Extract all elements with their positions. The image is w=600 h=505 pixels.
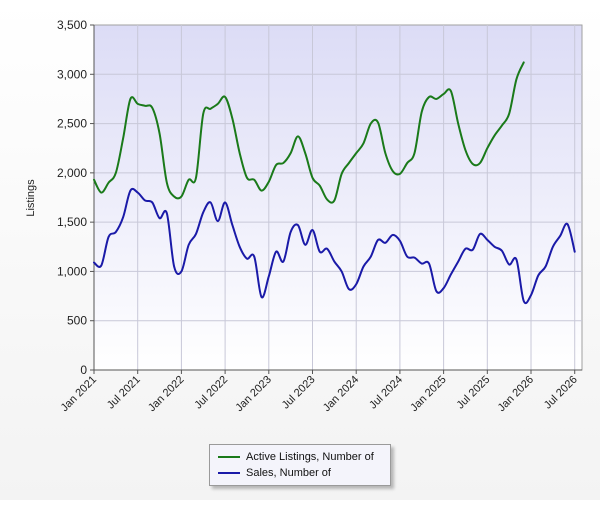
legend-item-sales: Sales, Number of [218,465,331,481]
x-tick-label: Jul 2021 [105,374,143,412]
x-tick-label: Jul 2023 [280,374,318,412]
x-tick-label: Jan 2022 [146,374,186,414]
legend-item-active-listings: Active Listings, Number of [218,449,374,465]
y-tick-label: 1,500 [57,215,87,229]
x-tick-label: Jan 2023 [233,374,273,414]
y-tick-label: 3,500 [57,18,87,32]
y-axis-label: Listings [25,179,37,217]
legend-swatch-active-listings [218,456,240,458]
x-tick-label: Jul 2024 [367,374,405,412]
x-tick-label: Jul 2026 [542,374,580,412]
y-tick-label: 2,500 [57,117,87,131]
y-tick-label: 3,000 [57,67,87,81]
x-tick-label: Jan 2021 [59,374,99,414]
legend-label-active-listings: Active Listings, Number of [246,451,374,463]
x-tick-label: Jan 2025 [408,374,448,414]
legend-label-sales: Sales, Number of [246,467,331,479]
x-tick-label: Jan 2026 [496,374,536,414]
y-tick-label: 2,000 [57,166,87,180]
x-tick-label: Jan 2024 [321,374,361,414]
x-tick-label: Jul 2022 [192,374,230,412]
y-tick-label: 500 [67,314,87,328]
legend-swatch-sales [218,472,240,474]
plot-area [94,25,582,370]
x-tick-label: Jul 2025 [455,374,493,412]
y-tick-label: 1,000 [57,264,87,278]
y-tick-label: 0 [80,363,87,377]
legend: Active Listings, Number of Sales, Number… [209,444,391,486]
